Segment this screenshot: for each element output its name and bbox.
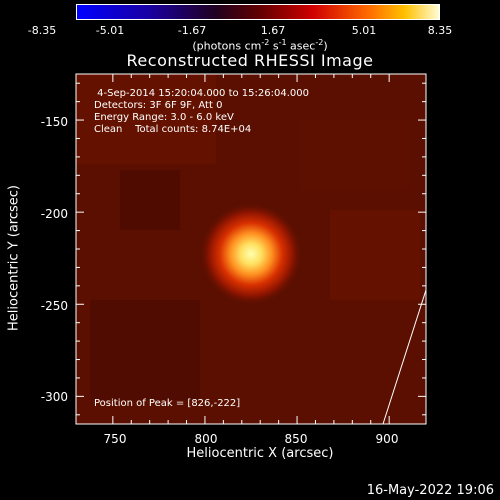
x-tick-label: 750 bbox=[103, 432, 127, 446]
x-tick-label: 900 bbox=[375, 432, 399, 446]
algorithm-counts-label: Clean Total counts: 8.74E+04 bbox=[94, 124, 252, 135]
colorbar bbox=[76, 4, 440, 20]
peak-position-label: Position of Peak = [826,-222] bbox=[94, 398, 241, 409]
limb-line bbox=[382, 289, 426, 424]
colorbar-unit-label: (photons cm-2 s-1 asec-2) bbox=[192, 38, 328, 53]
render-timestamp: 16-May-2022 19:06 bbox=[366, 483, 494, 498]
detectors-label: Detectors: 3F 6F 9F, Att 0 bbox=[94, 100, 223, 111]
y-axis-label: Heliocentric Y (arcsec) bbox=[6, 185, 22, 331]
time-range-label: 4-Sep-2014 15:20:04.000 to 15:26:04.000 bbox=[94, 88, 309, 99]
y-tick-label: -300 bbox=[40, 390, 68, 404]
plot-title: Reconstructed RHESSI Image bbox=[126, 51, 374, 70]
energy-range-label: Energy Range: 3.0 - 6.0 keV bbox=[94, 112, 234, 123]
x-tick-label: 850 bbox=[284, 432, 308, 446]
colorbar-tick-label: -1.67 bbox=[177, 24, 207, 37]
flare-source bbox=[199, 202, 303, 306]
y-tick-label: -150 bbox=[40, 115, 68, 129]
colorbar-tick-label: 5.01 bbox=[351, 24, 377, 37]
colorbar-tick-label: 8.35 bbox=[427, 24, 453, 37]
x-tick-label: 800 bbox=[194, 432, 218, 446]
y-tick-label: -200 bbox=[40, 207, 68, 221]
y-tick-label: -250 bbox=[40, 299, 68, 313]
colorbar-tick-label: 1.67 bbox=[260, 24, 286, 37]
colorbar-tick-label: -8.35 bbox=[27, 24, 57, 37]
colorbar-tick-label: -5.01 bbox=[95, 24, 125, 37]
x-axis-label: Heliocentric X (arcsec) bbox=[186, 446, 334, 461]
